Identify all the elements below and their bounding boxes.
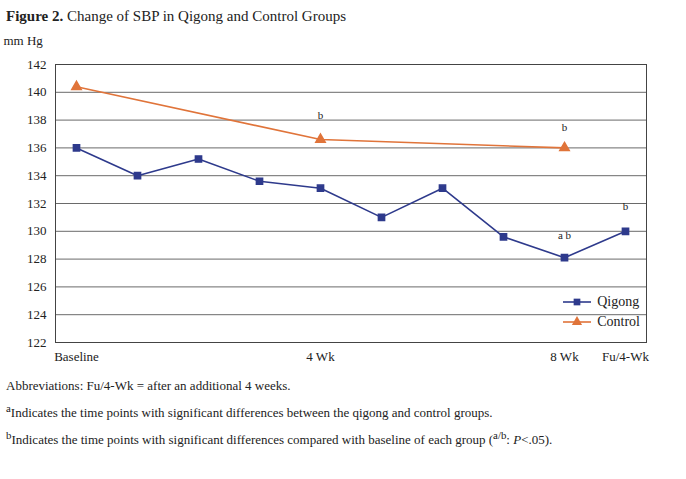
html-text:aIndicates the time points wit: aIndicates the time points with signific… xyxy=(6,402,493,421)
svg-text:mm Hg: mm Hg xyxy=(4,33,44,48)
svg-text:126: 126 xyxy=(27,279,47,294)
html-text:Figure 2. Change of SBP in Qig: Figure 2. Change of SBP in Qigong and Co… xyxy=(6,8,346,24)
svg-text:b: b xyxy=(562,121,568,133)
html-text:Abbreviations: Fu/4-Wk = after: Abbreviations: Fu/4-Wk = after an additi… xyxy=(6,378,291,393)
svg-text:138: 138 xyxy=(27,112,47,127)
html-text:Control: Control xyxy=(597,314,640,329)
svg-text:4 Wk: 4 Wk xyxy=(306,349,335,364)
svg-text:Baseline: Baseline xyxy=(54,349,99,364)
svg-text:a b: a b xyxy=(558,229,572,241)
svg-text:134: 134 xyxy=(27,168,47,183)
svg-text:136: 136 xyxy=(27,140,47,155)
svg-text:128: 128 xyxy=(27,251,47,266)
svg-text:b: b xyxy=(318,109,324,121)
svg-text:132: 132 xyxy=(27,196,47,211)
svg-text:124: 124 xyxy=(27,307,47,322)
svg-text:Fu/4-Wk: Fu/4-Wk xyxy=(602,349,649,364)
svg-text:142: 142 xyxy=(27,57,47,72)
svg-text:130: 130 xyxy=(27,223,47,238)
svg-text:140: 140 xyxy=(27,84,47,99)
svg-text:8 Wk: 8 Wk xyxy=(550,349,579,364)
html-text:bIndicates the time points wit: bIndicates the time points with signific… xyxy=(6,429,553,448)
svg-text:122: 122 xyxy=(27,335,47,350)
svg-text:b: b xyxy=(623,200,629,212)
html-text:Qigong: Qigong xyxy=(597,294,640,309)
